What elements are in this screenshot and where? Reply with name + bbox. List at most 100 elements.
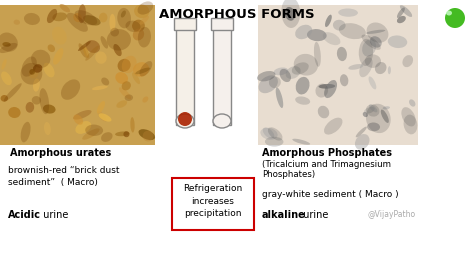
Ellipse shape bbox=[107, 29, 131, 51]
Ellipse shape bbox=[61, 80, 80, 100]
Ellipse shape bbox=[381, 110, 389, 123]
Ellipse shape bbox=[126, 20, 140, 32]
Text: alkaline: alkaline bbox=[262, 210, 306, 220]
Ellipse shape bbox=[280, 69, 291, 82]
Ellipse shape bbox=[359, 57, 373, 77]
Bar bbox=[172, 178, 254, 230]
Ellipse shape bbox=[369, 104, 377, 112]
Ellipse shape bbox=[43, 105, 55, 114]
Ellipse shape bbox=[295, 25, 312, 39]
Ellipse shape bbox=[260, 128, 278, 140]
Ellipse shape bbox=[86, 40, 100, 53]
Ellipse shape bbox=[60, 4, 70, 13]
Ellipse shape bbox=[125, 94, 133, 101]
Ellipse shape bbox=[359, 39, 373, 66]
Ellipse shape bbox=[362, 39, 376, 57]
Ellipse shape bbox=[295, 97, 310, 105]
Ellipse shape bbox=[85, 46, 99, 61]
Ellipse shape bbox=[366, 30, 385, 34]
Ellipse shape bbox=[402, 55, 413, 67]
Bar bbox=[0, 5, 155, 145]
Ellipse shape bbox=[383, 106, 390, 109]
Ellipse shape bbox=[138, 129, 155, 140]
Ellipse shape bbox=[122, 56, 137, 73]
Ellipse shape bbox=[26, 102, 34, 113]
Ellipse shape bbox=[294, 54, 318, 76]
Ellipse shape bbox=[339, 23, 366, 39]
Ellipse shape bbox=[1, 72, 12, 85]
Text: brownish-red “brick dust: brownish-red “brick dust bbox=[8, 166, 119, 175]
Bar bbox=[211, 18, 233, 30]
Ellipse shape bbox=[119, 87, 131, 99]
Ellipse shape bbox=[446, 10, 452, 15]
Ellipse shape bbox=[296, 77, 310, 94]
Ellipse shape bbox=[176, 114, 194, 128]
Ellipse shape bbox=[122, 81, 131, 90]
Ellipse shape bbox=[401, 107, 416, 126]
Ellipse shape bbox=[53, 13, 67, 21]
Ellipse shape bbox=[316, 84, 328, 98]
Ellipse shape bbox=[292, 62, 309, 75]
Text: urine: urine bbox=[40, 210, 68, 220]
Ellipse shape bbox=[139, 61, 152, 76]
Ellipse shape bbox=[117, 8, 131, 28]
Ellipse shape bbox=[307, 29, 327, 41]
Ellipse shape bbox=[397, 7, 405, 18]
Ellipse shape bbox=[323, 32, 340, 45]
Ellipse shape bbox=[53, 48, 64, 65]
Ellipse shape bbox=[47, 44, 55, 52]
Text: urine: urine bbox=[300, 210, 328, 220]
Ellipse shape bbox=[132, 20, 145, 32]
Ellipse shape bbox=[365, 54, 381, 68]
Ellipse shape bbox=[362, 35, 381, 50]
Ellipse shape bbox=[273, 68, 288, 75]
Ellipse shape bbox=[21, 56, 37, 77]
Ellipse shape bbox=[67, 13, 88, 32]
Ellipse shape bbox=[32, 96, 41, 105]
Ellipse shape bbox=[366, 105, 380, 117]
Ellipse shape bbox=[33, 78, 40, 92]
Ellipse shape bbox=[75, 121, 91, 134]
Ellipse shape bbox=[73, 13, 82, 22]
Ellipse shape bbox=[44, 63, 55, 77]
Ellipse shape bbox=[92, 85, 108, 90]
Ellipse shape bbox=[31, 50, 50, 68]
Ellipse shape bbox=[137, 1, 153, 15]
Ellipse shape bbox=[340, 74, 348, 86]
Ellipse shape bbox=[364, 107, 375, 114]
Ellipse shape bbox=[178, 112, 192, 126]
Ellipse shape bbox=[318, 106, 329, 118]
Text: gray-white sediment ( Macro ): gray-white sediment ( Macro ) bbox=[262, 190, 399, 199]
Ellipse shape bbox=[33, 64, 42, 73]
Ellipse shape bbox=[130, 117, 135, 132]
Ellipse shape bbox=[143, 131, 154, 142]
Ellipse shape bbox=[265, 137, 283, 147]
Ellipse shape bbox=[82, 128, 100, 140]
Ellipse shape bbox=[409, 99, 415, 107]
Ellipse shape bbox=[101, 77, 109, 85]
Ellipse shape bbox=[24, 13, 40, 25]
Ellipse shape bbox=[101, 132, 112, 142]
Ellipse shape bbox=[333, 20, 346, 31]
Ellipse shape bbox=[142, 97, 148, 103]
Ellipse shape bbox=[115, 72, 128, 84]
Ellipse shape bbox=[118, 59, 131, 72]
Ellipse shape bbox=[21, 122, 30, 142]
Text: Refrigeration
increases
precipitation: Refrigeration increases precipitation bbox=[183, 184, 243, 218]
Ellipse shape bbox=[257, 71, 275, 81]
Ellipse shape bbox=[99, 113, 111, 122]
Ellipse shape bbox=[268, 127, 283, 141]
Ellipse shape bbox=[74, 10, 97, 25]
Text: AMORPHOUS FORMS: AMORPHOUS FORMS bbox=[159, 8, 315, 21]
Ellipse shape bbox=[367, 122, 380, 131]
Ellipse shape bbox=[388, 66, 391, 74]
Ellipse shape bbox=[29, 69, 35, 75]
Ellipse shape bbox=[138, 27, 151, 47]
Ellipse shape bbox=[52, 27, 67, 45]
Ellipse shape bbox=[78, 4, 86, 23]
Ellipse shape bbox=[325, 15, 332, 27]
Ellipse shape bbox=[276, 88, 283, 108]
Ellipse shape bbox=[324, 80, 337, 98]
Text: @VijayPatho: @VijayPatho bbox=[368, 210, 416, 219]
Ellipse shape bbox=[99, 13, 108, 22]
